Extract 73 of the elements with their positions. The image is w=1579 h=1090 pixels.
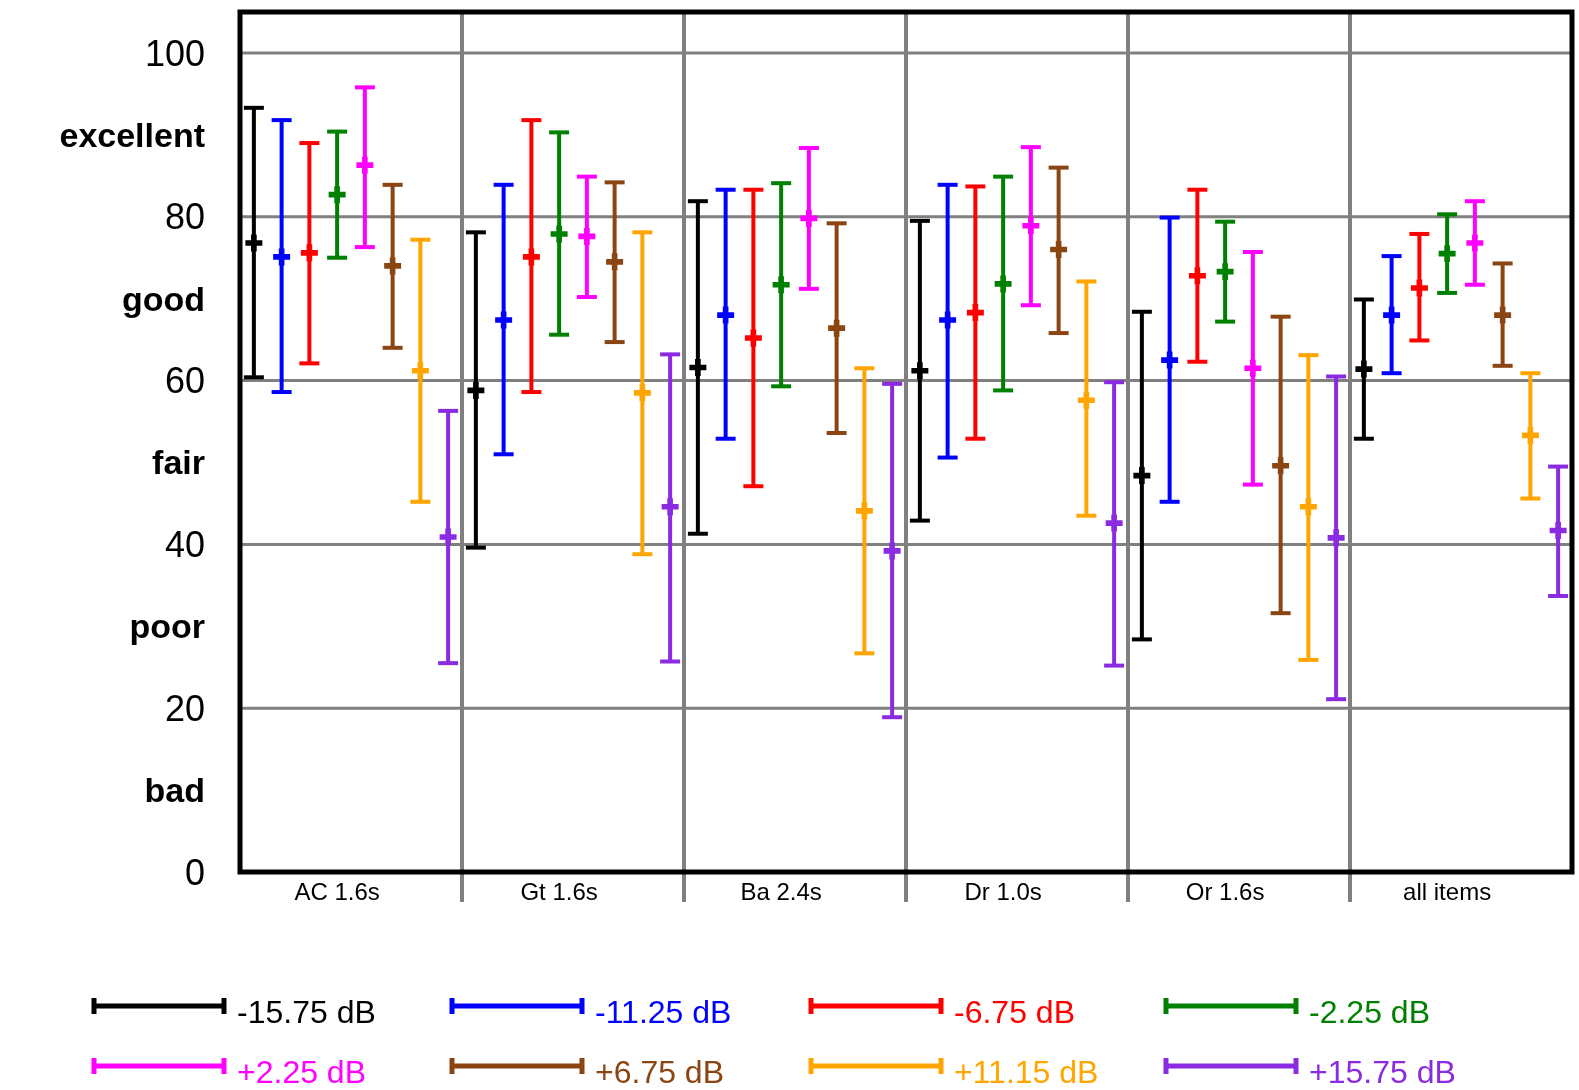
point (1022, 217, 1040, 235)
y-tick-label: 100 (144, 32, 205, 74)
point (911, 362, 929, 380)
legend-label: +11.15 dB (954, 1054, 1099, 1090)
point (800, 209, 818, 227)
legend-label: -2.25 dB (1309, 994, 1430, 1031)
point (300, 244, 318, 262)
y-tick-label: 40 (164, 523, 205, 565)
y-tick-label: excellent (59, 115, 205, 154)
point (855, 502, 873, 520)
point (606, 253, 624, 271)
point (1549, 521, 1567, 539)
point (661, 498, 679, 516)
y-tick-label: poor (129, 607, 205, 646)
point (1077, 391, 1095, 409)
point (1161, 351, 1179, 369)
point (1105, 514, 1123, 532)
point (1466, 234, 1484, 252)
point (1133, 467, 1151, 485)
point (1272, 457, 1290, 475)
point (744, 329, 762, 347)
x-tick-label: AC 1.6s (294, 878, 380, 905)
point (689, 358, 707, 376)
legend-label: -6.75 dB (954, 994, 1075, 1031)
y-tick-label: 20 (164, 687, 205, 729)
point (273, 248, 291, 266)
point (772, 276, 790, 294)
point (1438, 245, 1456, 263)
y-tick-label: fair (152, 443, 205, 482)
point (411, 362, 429, 380)
point (356, 156, 374, 174)
x-tick-label: Ba 2.4s (740, 878, 822, 905)
y-tick-label: 80 (164, 196, 205, 238)
point (1244, 359, 1262, 377)
y-tick-label: good (121, 279, 205, 318)
point (883, 542, 901, 560)
point (1327, 529, 1345, 547)
point (1216, 263, 1234, 281)
legend-label: +2.25 dB (237, 1054, 366, 1090)
point (1410, 279, 1428, 297)
point (522, 248, 540, 266)
point (384, 257, 402, 275)
point (828, 319, 846, 337)
y-tick-label: bad (144, 771, 205, 809)
point (1521, 426, 1539, 444)
point (966, 304, 984, 322)
legend-label: -15.75 dB (237, 994, 376, 1031)
y-tick-label: 0 (184, 851, 205, 893)
point (1355, 360, 1373, 378)
x-tick-label: Or 1.6s (1185, 878, 1265, 905)
point (550, 225, 568, 243)
legend-label: +6.75 dB (595, 1054, 724, 1090)
x-tick-label: all items (1403, 878, 1492, 905)
point (717, 306, 735, 324)
point (1299, 498, 1317, 516)
x-tick-label: Dr 1.0s (964, 878, 1042, 905)
point (1383, 306, 1401, 324)
point (1050, 241, 1068, 259)
point (578, 227, 596, 245)
point (633, 384, 651, 402)
point (439, 528, 457, 546)
point (1494, 306, 1512, 324)
point (994, 275, 1012, 293)
point (245, 234, 263, 252)
point (939, 311, 957, 329)
legend-label: +15.75 dB (1309, 1054, 1456, 1090)
point (495, 311, 513, 329)
y-tick-label: 60 (164, 360, 205, 402)
point (467, 381, 485, 399)
legend-label: -11.25 dB (595, 994, 732, 1031)
point (1188, 267, 1206, 285)
point (328, 186, 346, 204)
x-tick-label: Gt 1.6s (520, 878, 598, 905)
